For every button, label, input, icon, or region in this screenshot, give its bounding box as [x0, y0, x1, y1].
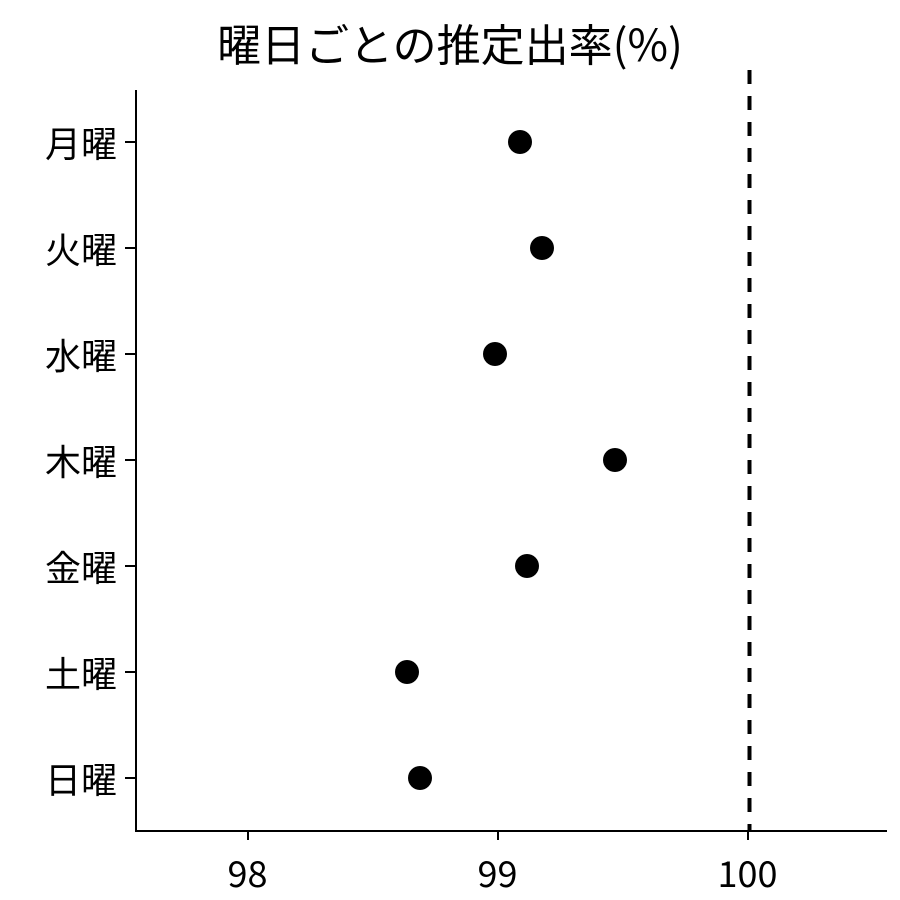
y-tick-mark	[125, 141, 135, 143]
x-tick-mark	[497, 830, 499, 840]
y-tick-label: 木曜	[45, 434, 117, 486]
data-point	[508, 130, 532, 154]
x-tick-label: 100	[718, 846, 778, 898]
data-point	[408, 766, 432, 790]
x-tick-label: 99	[478, 846, 518, 898]
data-point	[483, 342, 507, 366]
data-point	[515, 554, 539, 578]
x-tick-label: 98	[228, 846, 268, 898]
x-tick-mark	[747, 830, 749, 840]
data-point	[530, 236, 554, 260]
y-tick-mark	[125, 459, 135, 461]
reference-line	[137, 70, 887, 830]
y-tick-label: 水曜	[45, 328, 117, 380]
y-tick-label: 金曜	[45, 540, 117, 592]
y-tick-label: 月曜	[45, 116, 117, 168]
data-point	[603, 448, 627, 472]
y-tick-label: 日曜	[45, 752, 117, 804]
data-point	[395, 660, 419, 684]
plot-area	[135, 90, 887, 832]
y-tick-label: 火曜	[45, 222, 117, 274]
y-tick-mark	[125, 671, 135, 673]
y-tick-mark	[125, 353, 135, 355]
y-tick-mark	[125, 565, 135, 567]
chart-title: 曜日ごとの推定出率(%)	[0, 10, 900, 74]
y-tick-label: 土曜	[45, 646, 117, 698]
y-tick-mark	[125, 777, 135, 779]
x-tick-mark	[247, 830, 249, 840]
chart-container: 曜日ごとの推定出率(%) 月曜火曜水曜木曜金曜土曜日曜 98 99 100	[0, 0, 900, 900]
y-tick-mark	[125, 247, 135, 249]
